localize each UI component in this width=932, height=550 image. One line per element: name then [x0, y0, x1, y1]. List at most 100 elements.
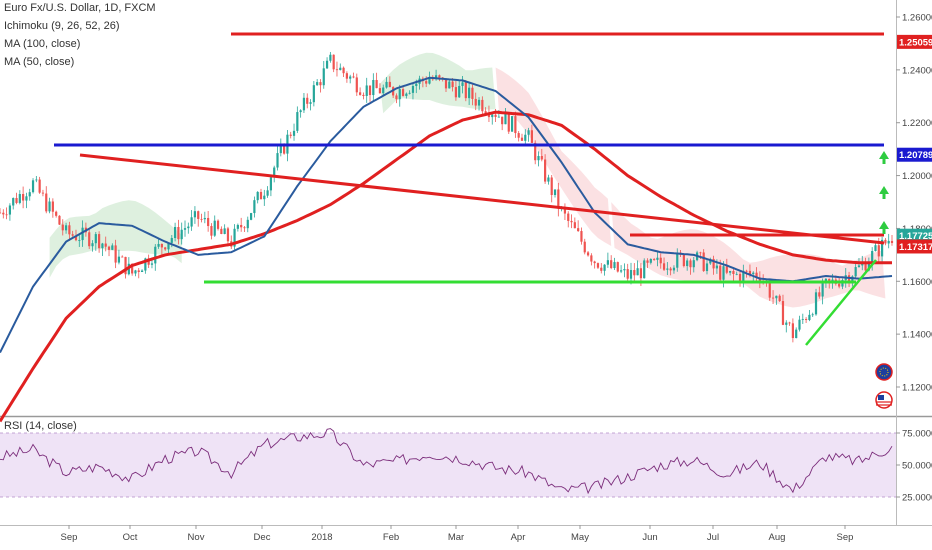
candle [173, 222, 177, 242]
candle [755, 267, 758, 282]
price-axis-tick: 1.22000 [896, 118, 932, 129]
indicator-legend-ma50[interactable]: MA (50, close) [4, 56, 75, 68]
candle [160, 243, 163, 255]
price-axis-tick: 1.26000 [896, 13, 932, 24]
candle [332, 54, 335, 73]
candle [818, 286, 821, 299]
price-tick-label: 1.16000 [902, 277, 932, 288]
candle [411, 83, 415, 100]
rsi-legend[interactable]: RSI (14, close) [4, 420, 77, 432]
candle [788, 321, 791, 326]
time-tick-label: Oct [123, 532, 138, 543]
time-axis-tick: Sep [837, 525, 853, 543]
candle [385, 77, 388, 89]
time-tick-label: Dec [254, 532, 271, 543]
candle [547, 174, 550, 185]
time-tick-label: May [571, 532, 589, 543]
candle [798, 315, 801, 332]
candle [289, 131, 292, 139]
candle [590, 253, 593, 266]
candle [742, 264, 745, 288]
candle [444, 78, 448, 92]
candle [550, 175, 553, 203]
candle [448, 79, 451, 89]
candle [471, 84, 474, 106]
candle [41, 189, 45, 197]
candle [847, 271, 851, 288]
candle [735, 271, 738, 276]
rsi-tick-label: 50.0000 [902, 461, 932, 472]
candle [45, 186, 48, 214]
candle [263, 189, 266, 206]
candle [686, 258, 689, 271]
price-tag: 1.17725 [897, 228, 932, 243]
candle [35, 176, 38, 183]
time-tick-label: Feb [383, 532, 399, 543]
candle [38, 176, 41, 194]
candle [187, 222, 190, 234]
candle [871, 247, 874, 271]
candle [216, 219, 220, 231]
rsi-axis[interactable]: 75.0000 50.0000 25.0000 [896, 429, 932, 504]
usd-flag-icon[interactable] [875, 391, 893, 409]
candle [296, 106, 299, 134]
candle [662, 257, 666, 272]
candle [233, 224, 236, 250]
candle [781, 294, 785, 326]
candle [801, 313, 804, 325]
candle [236, 223, 239, 232]
candle [190, 210, 193, 231]
time-tick-label: Jun [642, 532, 657, 543]
price-axis[interactable]: 1.260001.240001.220001.200001.180001.160… [896, 13, 932, 394]
candle [811, 312, 814, 318]
indicator-legend-ichimoku[interactable]: Ichimoku (9, 26, 52, 26) [4, 20, 120, 32]
candle [738, 271, 742, 287]
candle [117, 249, 121, 265]
candle [656, 251, 659, 267]
rsi-tick-label: 25.0000 [902, 493, 932, 504]
rsi-band [0, 433, 896, 497]
candle [124, 256, 127, 279]
price-tick-label: 1.24000 [902, 65, 932, 76]
descending-trendline[interactable] [79, 153, 885, 245]
candle [368, 85, 372, 102]
price-tag-label: 1.20789 [899, 150, 932, 161]
candle [68, 221, 71, 241]
price-tick-label: 1.22000 [902, 118, 932, 129]
candle [577, 220, 580, 232]
time-axis-tick: Sep [61, 525, 78, 543]
time-tick-label: Sep [61, 532, 78, 543]
candle [58, 215, 61, 225]
time-axis[interactable]: Sep Oct Nov Dec 2018 Feb Mar Apr May Jun Jul Aug Sep [61, 525, 854, 543]
candle [134, 269, 137, 277]
candle [606, 252, 609, 268]
candle [689, 258, 692, 275]
candle [702, 249, 705, 272]
cloud-segment [49, 200, 182, 278]
chart-title[interactable]: Euro Fx/U.S. Dollar, 1D, FXCM [4, 2, 156, 14]
candle [259, 188, 263, 200]
candle [464, 79, 467, 102]
price-tick-label: 1.20000 [902, 171, 932, 182]
eur-flag-icon[interactable] [875, 363, 893, 381]
indicator-legend-ma100[interactable]: MA (100, close) [4, 38, 81, 50]
candle [197, 210, 200, 227]
candle [193, 206, 197, 224]
rsi-tick-label: 75.0000 [902, 429, 932, 440]
candle [709, 257, 712, 265]
candle [352, 72, 355, 79]
candle [705, 258, 709, 275]
price-axis-tick: 1.20000 [896, 171, 932, 182]
candle [200, 213, 203, 223]
candle [540, 148, 543, 162]
ascending-trendline[interactable] [805, 259, 877, 346]
candle [636, 260, 639, 276]
candle [309, 99, 312, 111]
candle [481, 96, 484, 115]
candle [890, 234, 894, 246]
price-tick-label: 1.26000 [902, 13, 932, 24]
candle [676, 248, 679, 272]
candle [240, 217, 243, 232]
